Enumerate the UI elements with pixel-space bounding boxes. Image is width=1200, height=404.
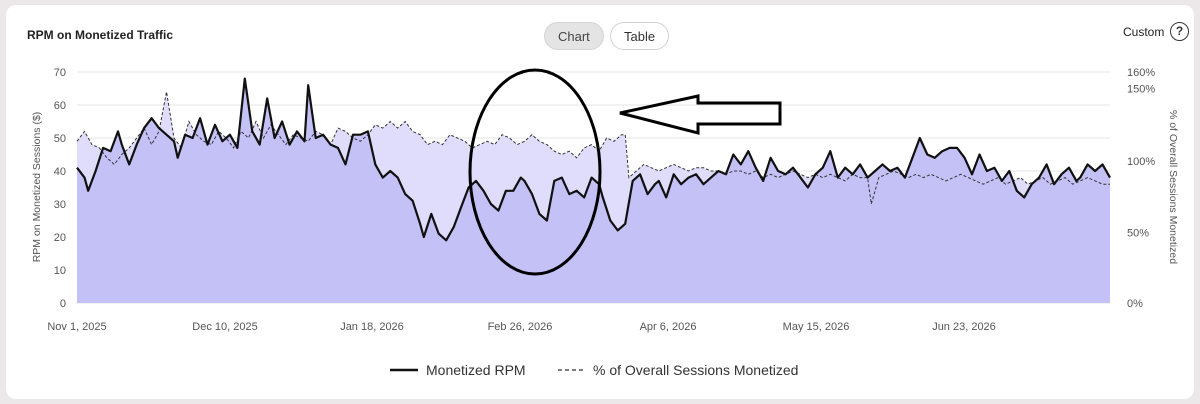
x-tick-label: Jun 23, 2026 [932,321,996,333]
y-tick-label: 70 [54,67,66,79]
highlight-ellipse [468,68,602,276]
tab-chart[interactable]: Chart [544,22,604,50]
x-axis: Nov 1, 2025 Dec 10, 2025 Jan 18, 2026 Feb 2… [47,321,995,333]
y2-tick-label: 0% [1127,298,1143,310]
y-tick-label: 20 [54,232,66,244]
legend: Monetized RPM % of Overall Sessions Mone… [390,362,798,378]
date-range-selector[interactable]: Custom [1123,25,1165,39]
x-tick-label: May 15, 2026 [783,321,850,333]
arrow-left-icon [619,94,782,135]
y-axis-label: RPM on Monetized Sessions ($) [31,112,43,263]
y2-axis-label: % of Overall Sessions Monetized [1167,110,1179,264]
y2-tick-label: 150% [1127,84,1155,96]
x-tick-label: Dec 10, 2025 [192,321,257,333]
legend-label-pct: % of Overall Sessions Monetized [593,362,798,378]
y-axis-right: 0% 50% 100% 150% 160% [1127,67,1155,310]
hand-drawn-annotation [468,68,782,276]
y-tick-label: 60 [54,100,66,112]
y-tick-label: 30 [54,199,66,211]
legend-label-rpm: Monetized RPM [426,362,526,378]
y2-tick-label: 100% [1127,156,1155,168]
x-tick-label: Jan 18, 2026 [340,321,404,333]
rpm-series-area [77,78,1110,303]
y-axis-left: 0 10 20 30 40 50 60 70 [54,67,66,310]
x-tick-label: Apr 6, 2026 [640,321,697,333]
rpm-series-line [76,77,1111,242]
x-tick-label: Feb 26, 2026 [488,321,553,333]
tab-table[interactable]: Table [610,22,670,50]
help-icon[interactable]: ? [1170,22,1189,41]
y-tick-label: 10 [54,265,66,277]
y2-tick-label: 160% [1127,67,1155,79]
y2-tick-label: 50% [1127,227,1149,239]
y-tick-label: 50 [54,133,66,145]
y-tick-label: 0 [60,298,66,310]
x-tick-label: Nov 1, 2025 [47,321,106,333]
chart-title: RPM on Monetized Traffic [27,28,174,42]
y-tick-label: 40 [54,166,66,178]
